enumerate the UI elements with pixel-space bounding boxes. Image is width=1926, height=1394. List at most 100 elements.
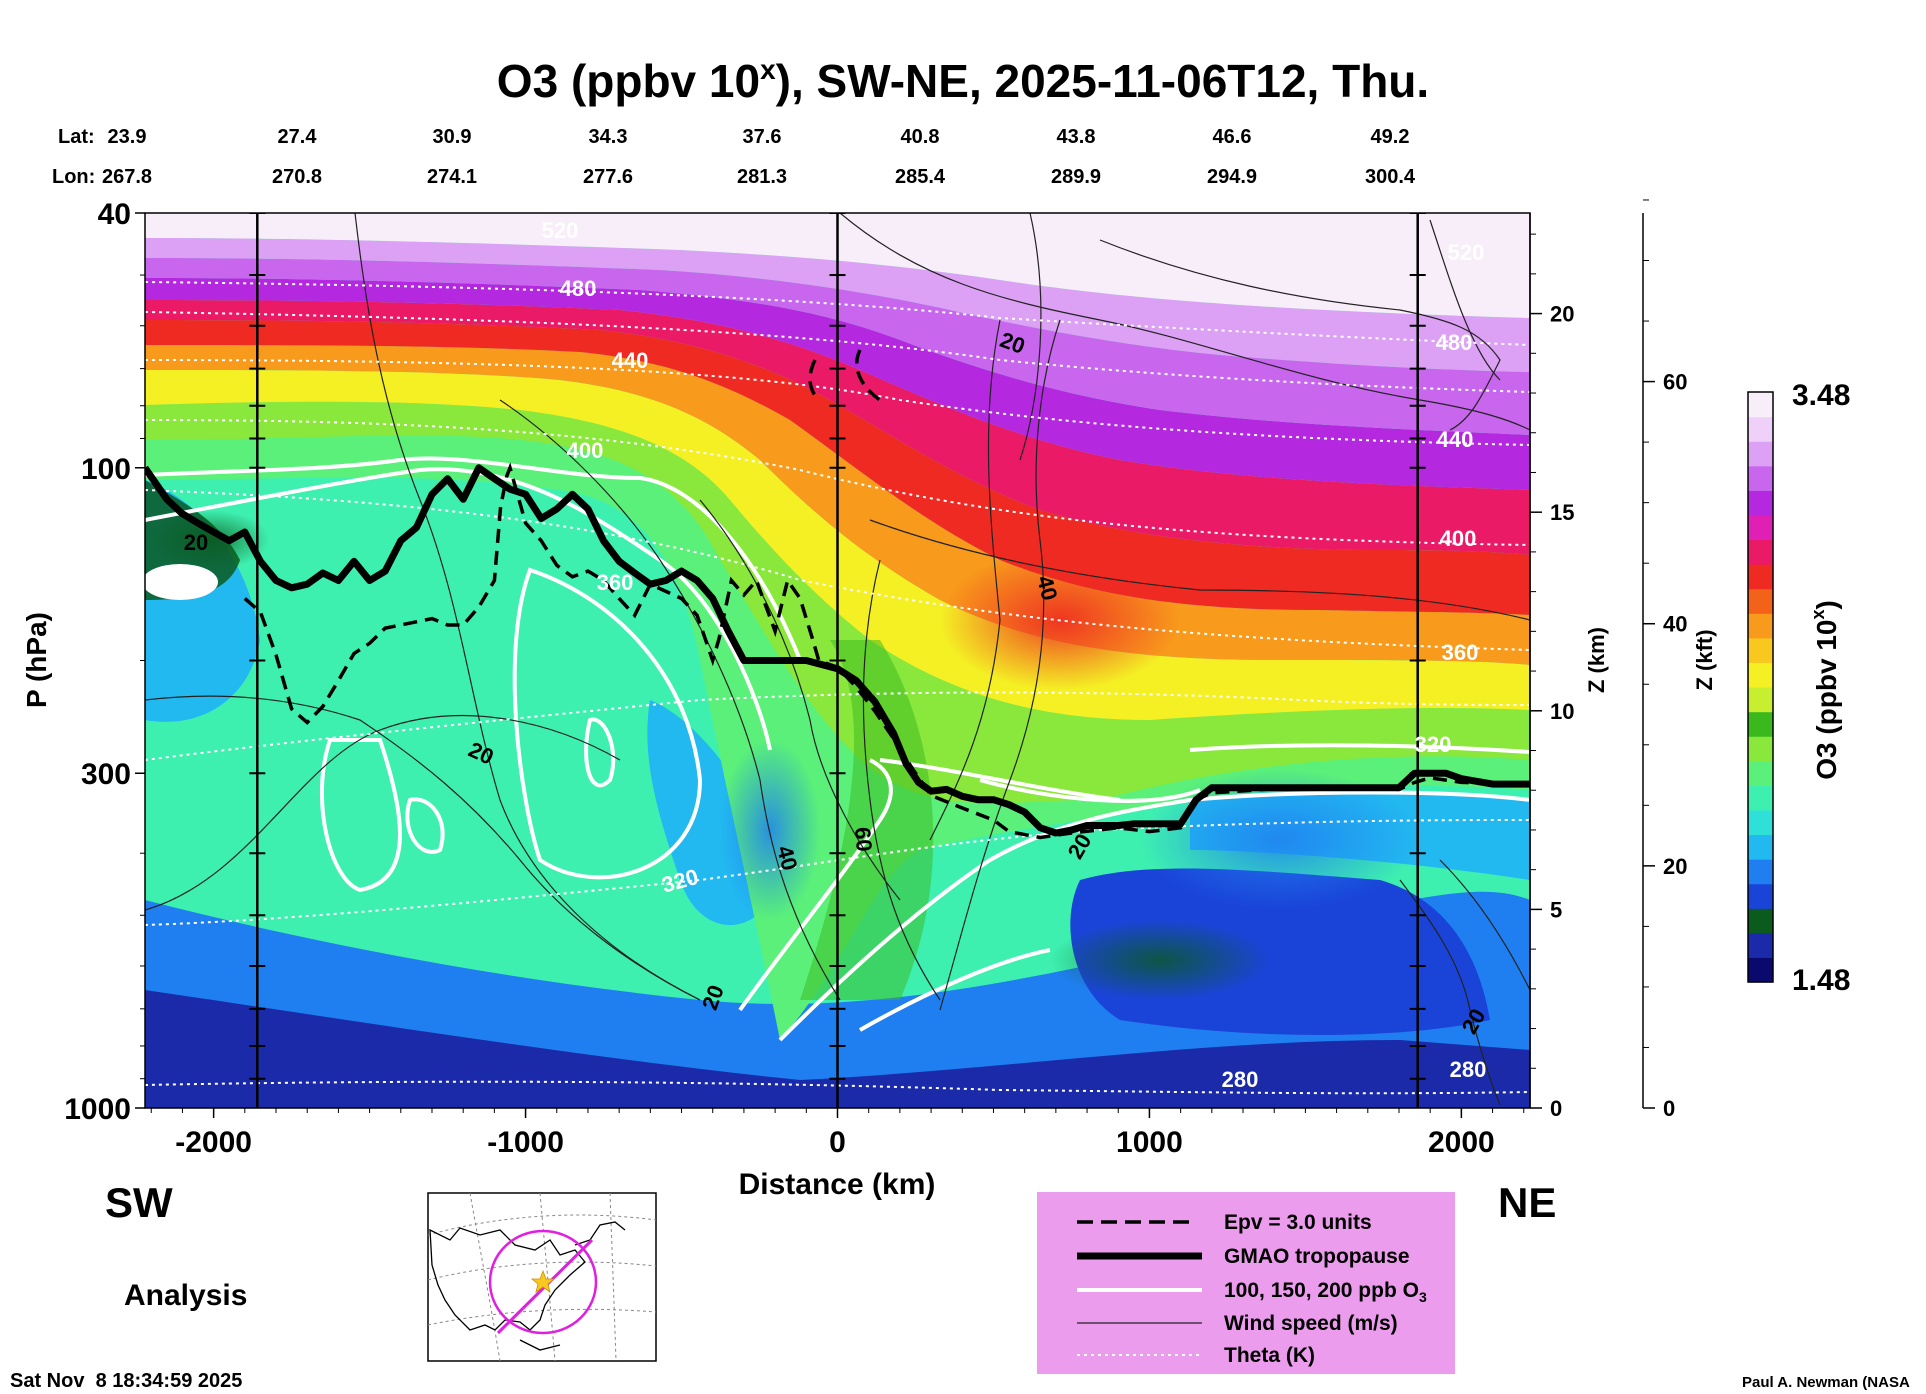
y-tick-label: 100	[81, 453, 131, 486]
colorbar-band	[1748, 564, 1773, 590]
lat-value: 27.4	[278, 126, 318, 148]
z-kft-tick-label: 0	[1663, 1096, 1675, 1121]
lon-value: 281.3	[737, 166, 787, 188]
z-km-tick-label: 15	[1550, 500, 1574, 525]
y-tick-label: 300	[81, 758, 131, 791]
wind-contour-line	[939, 319, 1061, 1011]
x-axis-label: Distance (km)	[739, 1168, 936, 1201]
lon-value: 289.9	[1051, 166, 1101, 188]
colorbar-band	[1748, 711, 1773, 737]
section-lines	[249, 213, 1426, 1108]
center-star	[530, 1269, 556, 1293]
theta-line	[145, 419, 1530, 546]
coastline	[429, 1227, 586, 1331]
wind-contour-line	[659, 559, 841, 1001]
lon-row: Lon: 267.8 270.8 274.1 277.6 281.3 285.4 289.9…	[52, 166, 1416, 188]
colorbar-band	[1748, 490, 1773, 516]
epv-line	[243, 462, 1530, 840]
colorbar-band	[1748, 416, 1773, 442]
legend-o3: 100, 150, 200 ppb O3	[1224, 1279, 1427, 1305]
x-tick-label: 1000	[1116, 1126, 1183, 1159]
colorbar-min: 1.48	[1792, 964, 1850, 997]
y-tick-label: 1000	[64, 1093, 131, 1126]
tropopause-line	[145, 464, 1530, 837]
colorbar-band	[1748, 834, 1773, 860]
o3-contour-line	[145, 456, 802, 661]
z-kft-axis: 0 20 40 60	[1642, 199, 1687, 1121]
theta-label: 520	[1448, 240, 1485, 265]
lon-value: 274.1	[427, 166, 477, 188]
inset-map	[427, 1192, 657, 1362]
theta-line	[145, 691, 1530, 761]
ozone-band	[145, 278, 1530, 490]
theta-label: 320	[1415, 732, 1452, 757]
theta-label: 400	[1440, 526, 1477, 551]
colorbar-label: O3 (ppbv 10x)	[1808, 600, 1842, 780]
lon-value: 300.4	[1365, 166, 1416, 188]
lat-value: 43.8	[1057, 126, 1096, 148]
colorbar-band	[1748, 883, 1773, 909]
o3-contours	[145, 456, 1530, 1042]
lat-label: Lat:	[58, 126, 95, 148]
lon-value: 267.8	[102, 166, 152, 188]
direction-ne: NE	[1498, 1179, 1556, 1226]
theta-label: 520	[542, 218, 579, 243]
lat-value: 34.3	[589, 126, 628, 148]
blue-patch	[720, 740, 820, 920]
theta-line	[145, 489, 1530, 651]
colorbar-max: 3.48	[1792, 379, 1850, 412]
colorbar-band	[1748, 932, 1773, 959]
colorbar: 3.48 1.48 O3 (ppbv 10x)	[1747, 379, 1850, 997]
wind-contour-line	[869, 519, 1530, 621]
x-tick-label: 0	[829, 1126, 846, 1159]
wind-contour-line	[1019, 213, 1042, 461]
colorbar-band	[1748, 859, 1773, 885]
theta-contours	[145, 281, 1530, 1095]
y-axis: 40 100 300 1000	[64, 198, 145, 1126]
dark-green-patch	[1050, 920, 1270, 1000]
colorbar-band	[1748, 613, 1773, 639]
colorbar-band	[1748, 662, 1773, 688]
lon-value: 270.8	[272, 166, 322, 188]
wind-contour-line	[145, 715, 621, 911]
wind-contour-line	[1429, 219, 1501, 381]
wind-contour-line	[699, 499, 901, 901]
z-kft-label: Z (kft)	[1692, 629, 1717, 690]
z-km-tick-label: 5	[1550, 897, 1562, 922]
wind-contour-line	[1099, 239, 1501, 431]
colorbar-band	[1748, 637, 1773, 664]
lat-value: 49.2	[1371, 126, 1410, 148]
coastline	[519, 1339, 561, 1351]
o3-contour-line	[584, 717, 616, 788]
o3-contour-line	[405, 797, 445, 854]
x-axis: -2000 -1000 0 1000 2000	[150, 1108, 1525, 1159]
z-km-label: Z (km)	[1584, 627, 1609, 693]
theta-label: 280	[1450, 1057, 1487, 1082]
lon-value: 277.6	[583, 166, 633, 188]
wind-contour-line	[145, 695, 701, 1001]
analysis-label: Analysis	[124, 1279, 247, 1312]
o3-contour-line	[778, 790, 1530, 1042]
z-kft-tick-label: 20	[1663, 854, 1687, 879]
ozone-band	[145, 238, 1530, 372]
dark-green-patch	[150, 510, 270, 570]
legend-tropopause: GMAO tropopause	[1224, 1245, 1410, 1268]
lon-value: 294.9	[1207, 166, 1257, 188]
o3-contour-line	[319, 738, 402, 893]
legend-theta: Theta (K)	[1224, 1344, 1315, 1367]
theta-line	[145, 359, 1530, 446]
lon-value: 285.4	[895, 166, 946, 188]
colorbar-band	[1748, 392, 1773, 418]
epv-line-upper	[808, 349, 881, 402]
theta-label: 440	[612, 348, 649, 373]
colorbar-band	[1748, 957, 1773, 983]
o3-contour-line	[145, 467, 772, 751]
theta-line	[145, 281, 1530, 346]
colorbar-band	[1748, 736, 1773, 762]
x-tick-label: -1000	[487, 1126, 564, 1159]
theta-label: 440	[1437, 427, 1474, 452]
credit: Paul A. Newman (NASA	[1742, 1374, 1910, 1391]
